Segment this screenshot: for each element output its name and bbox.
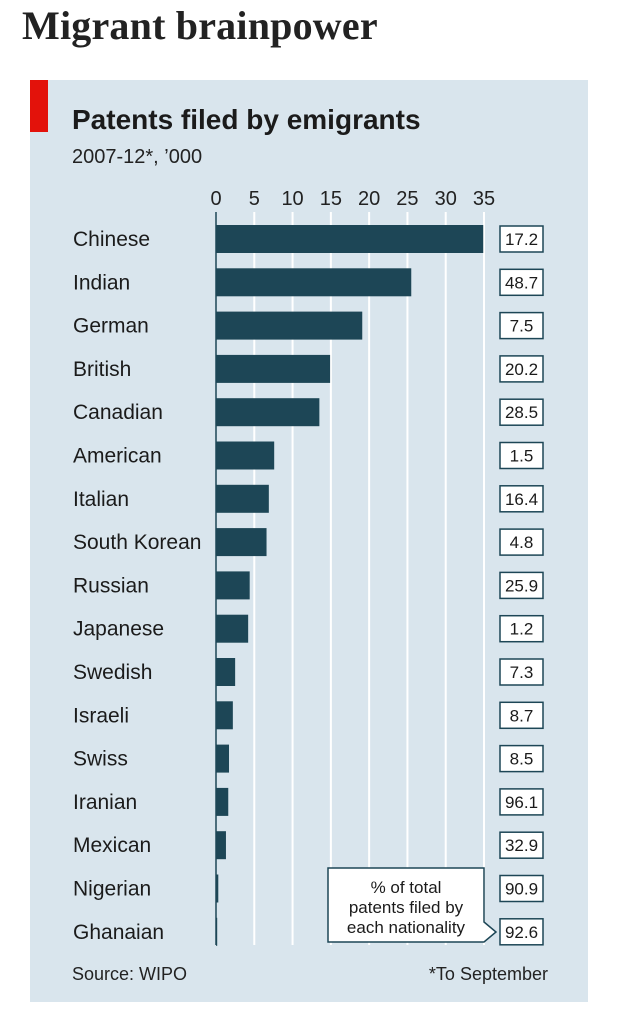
percentage-value: 7.5 [510, 317, 534, 336]
percentage-value: 8.5 [510, 750, 534, 769]
percentage-value: 20.2 [505, 360, 538, 379]
bar [216, 917, 218, 946]
percentage-box [499, 571, 544, 600]
percentage-value: 8.7 [510, 706, 534, 725]
category-labels: Chinese Indian German British Canadian Americ… [73, 228, 201, 944]
source-note: Source: WIPO [72, 964, 188, 984]
category-label: Italian [73, 488, 129, 511]
category-label: Japanese [73, 618, 164, 641]
percentage-boxes: 17.2 48.7 7.5 20.2 28.5 1.5 16.4 4.8 25.9 1.2 7.3 8… [499, 225, 544, 946]
x-tick-label: 25 [396, 188, 418, 210]
category-label: Swiss [73, 748, 128, 771]
callout-text: % of total [371, 878, 442, 897]
percentage-box [499, 441, 544, 470]
x-tick-labels: 0 5 10 15 20 25 30 35 [210, 188, 495, 210]
x-tick-label: 30 [435, 188, 457, 210]
chart-title: Patents filed by emigrants [72, 104, 421, 135]
percentage-box [499, 311, 544, 340]
bar [216, 441, 275, 470]
percentage-box [499, 614, 544, 643]
percentage-box [499, 788, 544, 816]
category-label: Iranian [73, 791, 137, 814]
percentage-value: 7.3 [510, 663, 534, 682]
percentage-box [499, 831, 544, 859]
callout-box [327, 867, 498, 943]
percentage-value: 92.6 [505, 923, 538, 942]
bar [216, 311, 363, 340]
bar [216, 268, 412, 297]
x-tick-label: 35 [473, 188, 495, 210]
bar [216, 701, 233, 730]
category-label: Indian [73, 271, 130, 294]
bars [216, 225, 484, 946]
percentage-value: 28.5 [505, 403, 538, 422]
x-tick-label: 5 [249, 188, 260, 210]
bar [216, 571, 250, 600]
percentage-value: 16.4 [505, 490, 538, 509]
category-label: South Korean [73, 531, 201, 554]
category-label: Israeli [73, 704, 129, 727]
x-tick-label: 15 [320, 188, 342, 210]
bar [216, 874, 219, 903]
percentage-box [499, 701, 544, 730]
percentage-box [499, 225, 544, 253]
percentage-box [499, 528, 544, 556]
bar [216, 787, 229, 816]
x-tick-label: 10 [281, 188, 303, 210]
percentage-box [499, 918, 544, 946]
percentage-box [499, 744, 544, 773]
category-label: Russian [73, 574, 149, 597]
category-label: Swedish [73, 661, 152, 684]
percentage-value: 1.5 [510, 447, 534, 466]
bar [216, 225, 484, 253]
category-label: German [73, 315, 149, 338]
percentage-box [499, 658, 544, 686]
callout: % of total patents filed by each nationa… [327, 867, 498, 943]
bar [216, 528, 267, 557]
percentage-value: 48.7 [505, 273, 538, 292]
category-label: Chinese [73, 228, 150, 251]
percentage-value: 90.9 [505, 880, 538, 899]
percentage-box [499, 485, 544, 513]
percentage-value: 17.2 [505, 230, 538, 249]
callout-text: each nationality [347, 918, 466, 937]
bar [216, 831, 226, 860]
chart-subtitle: 2007-12*, ’000 [72, 146, 203, 168]
headline: Migrant brainpower [22, 3, 378, 48]
bar [216, 614, 249, 643]
percentage-box [499, 874, 544, 903]
category-label: Ghanaian [73, 921, 164, 944]
callout-text: patents filed by [349, 898, 464, 917]
bar [216, 354, 331, 383]
bar [216, 398, 320, 427]
bar [216, 484, 269, 513]
category-label: Canadian [73, 401, 163, 424]
percentage-value: 1.2 [510, 620, 534, 639]
percentage-box [499, 355, 544, 383]
percentage-value: 4.8 [510, 533, 534, 552]
bar [216, 744, 230, 773]
x-tick-label: 0 [210, 188, 221, 210]
bar [216, 658, 236, 686]
footnote: *To September [428, 964, 548, 984]
percentage-box [499, 268, 544, 297]
category-label: Nigerian [73, 878, 151, 901]
percentage-value: 96.1 [505, 793, 538, 812]
category-label: Mexican [73, 834, 151, 857]
category-label: British [73, 358, 131, 381]
percentage-value: 32.9 [505, 836, 538, 855]
category-label: American [73, 445, 162, 468]
percentage-value: 25.9 [505, 576, 538, 595]
red-accent-tab [30, 80, 48, 132]
x-tick-label: 20 [358, 188, 380, 210]
percentage-box [499, 398, 544, 426]
